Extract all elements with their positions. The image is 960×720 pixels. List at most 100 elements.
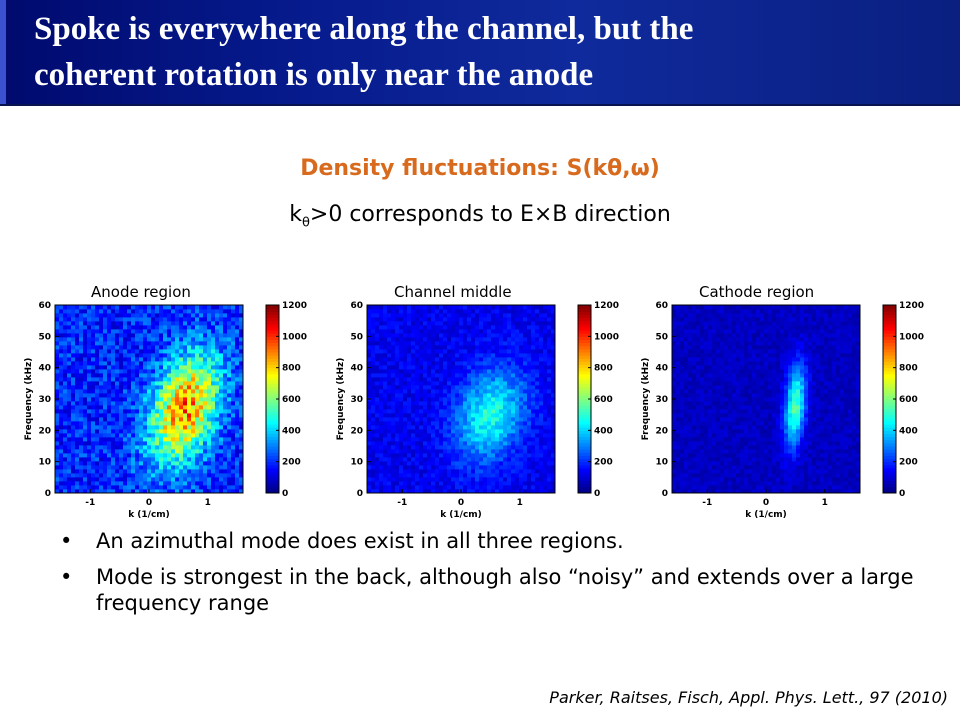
- heatmap-cell: [59, 353, 64, 358]
- heatmap-cell: [399, 469, 404, 474]
- direction-note: kθ>0 corresponds to E×B direction: [0, 202, 960, 230]
- heatmap-cell: [696, 305, 701, 310]
- heatmap-cell: [487, 373, 492, 378]
- heatmap-cell: [367, 333, 372, 338]
- heatmap-cell: [696, 313, 701, 318]
- heatmap-cell: [471, 389, 476, 394]
- heatmap-cell: [539, 377, 544, 382]
- heatmap-cell: [483, 433, 488, 438]
- heatmap-cell: [680, 453, 685, 458]
- heatmap-cell: [115, 397, 120, 402]
- heatmap-cell: [175, 393, 180, 398]
- heatmap-cell: [479, 333, 484, 338]
- heatmap-cell: [519, 341, 524, 346]
- heatmap-cell: [507, 337, 512, 342]
- heatmap-cell: [167, 381, 172, 386]
- heatmap-cell: [103, 405, 108, 410]
- heatmap-cell: [535, 409, 540, 414]
- heatmap-cell: [211, 325, 216, 330]
- heatmap-cell: [511, 421, 516, 426]
- heatmap-cell: [443, 417, 448, 422]
- heatmap-cell: [71, 413, 76, 418]
- heatmap-cell: [383, 485, 388, 490]
- heatmap-cell: [195, 401, 200, 406]
- heatmap-cell: [143, 345, 148, 350]
- heatmap-cell: [427, 341, 432, 346]
- heatmap-cell: [99, 361, 104, 366]
- heatmap-cell: [223, 429, 228, 434]
- heatmap-cell: [83, 481, 88, 486]
- heatmap-cell: [235, 429, 240, 434]
- heatmap-cell: [79, 477, 84, 482]
- heatmap-cell: [99, 449, 104, 454]
- heatmap-cell: [519, 317, 524, 322]
- heatmap-cell: [443, 305, 448, 310]
- heatmap-cell: [684, 409, 689, 414]
- heatmap-cell: [431, 353, 436, 358]
- heatmap-cell: [71, 441, 76, 446]
- heatmap-cell: [455, 309, 460, 314]
- heatmap-cell: [235, 489, 240, 494]
- heatmap-cell: [475, 373, 480, 378]
- heatmap-cell: [139, 357, 144, 362]
- heatmap-cell: [119, 309, 124, 314]
- heatmap-cell: [403, 453, 408, 458]
- heatmap-cell: [159, 417, 164, 422]
- heatmap-cell: [63, 341, 68, 346]
- heatmap-cell: [367, 393, 372, 398]
- heatmap-cell: [179, 401, 184, 406]
- heatmap-cell: [551, 421, 556, 426]
- heatmap-cell: [71, 481, 76, 486]
- heatmap-cell: [375, 445, 380, 450]
- heatmap-cell: [684, 397, 689, 402]
- heatmap-cell: [399, 373, 404, 378]
- heatmap-cell: [479, 353, 484, 358]
- heatmap-cell: [147, 421, 152, 426]
- heatmap-cell: [519, 373, 524, 378]
- heatmap-cell: [71, 401, 76, 406]
- heatmap-cell: [471, 453, 476, 458]
- heatmap-cell: [215, 429, 220, 434]
- heatmap-cell: [155, 373, 160, 378]
- heatmap-cell: [155, 457, 160, 462]
- heatmap-cell: [127, 473, 132, 478]
- heatmap-cell: [115, 369, 120, 374]
- heatmap-cell: [483, 401, 488, 406]
- heatmap-cell: [127, 393, 132, 398]
- heatmap-cell: [119, 473, 124, 478]
- heatmap-cell: [143, 361, 148, 366]
- heatmap-cell: [531, 365, 536, 370]
- heatmap-cell: [375, 397, 380, 402]
- heatmap-cell: [83, 385, 88, 390]
- heatmap-cell: [87, 373, 92, 378]
- heatmap-cell: [383, 309, 388, 314]
- heatmap-cell: [395, 449, 400, 454]
- heatmap-cell: [87, 457, 92, 462]
- heatmap-cell: [239, 333, 244, 338]
- heatmap-cell: [519, 421, 524, 426]
- heatmap-cell: [375, 417, 380, 422]
- heatmap-cell: [467, 357, 472, 362]
- heatmap-cell: [71, 389, 76, 394]
- heatmap-cell: [527, 345, 532, 350]
- heatmap-cell: [519, 385, 524, 390]
- heatmap-cell: [491, 357, 496, 362]
- heatmap-cell: [551, 429, 556, 434]
- heatmap-cell: [447, 317, 452, 322]
- heatmap-cell: [171, 349, 176, 354]
- heatmap-cell: [119, 449, 124, 454]
- heatmap-cell: [523, 449, 528, 454]
- heatmap-cell: [191, 377, 196, 382]
- heatmap-cell: [99, 305, 104, 310]
- heatmap-cell: [503, 345, 508, 350]
- heatmap-cell: [467, 381, 472, 386]
- heatmap-cell: [499, 377, 504, 382]
- heatmap-cell: [211, 365, 216, 370]
- heatmap-cell: [447, 373, 452, 378]
- heatmap-cell: [115, 405, 120, 410]
- heatmap-cell: [163, 481, 168, 486]
- heatmap-cell: [435, 333, 440, 338]
- heatmap-cell: [187, 445, 192, 450]
- heatmap-cell: [155, 341, 160, 346]
